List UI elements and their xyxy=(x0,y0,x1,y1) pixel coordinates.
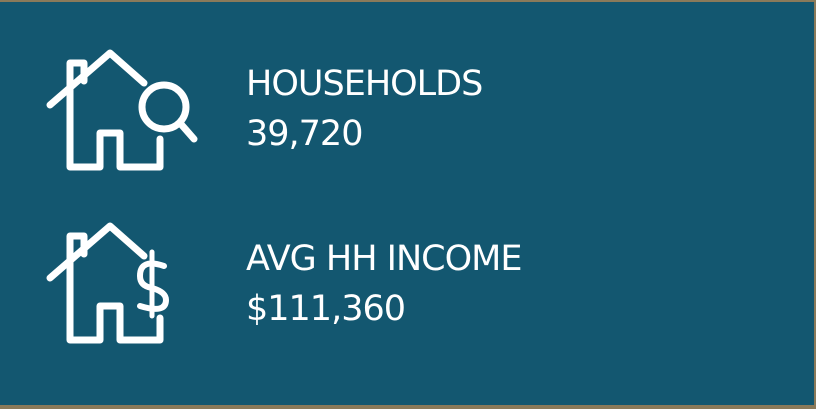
stat-label: HOUSEHOLDS xyxy=(246,64,483,104)
stat: HOUSEHOLDS 39,720 xyxy=(246,64,483,154)
house-dollar-icon xyxy=(46,222,169,344)
stat-label: AVG HH INCOME xyxy=(246,239,522,279)
stat-value: $111,360 xyxy=(246,289,406,329)
stat-value: 39,720 xyxy=(246,114,363,154)
house-search-icon xyxy=(46,49,198,171)
stat: AVG HH INCOME $111,360 xyxy=(246,239,522,329)
